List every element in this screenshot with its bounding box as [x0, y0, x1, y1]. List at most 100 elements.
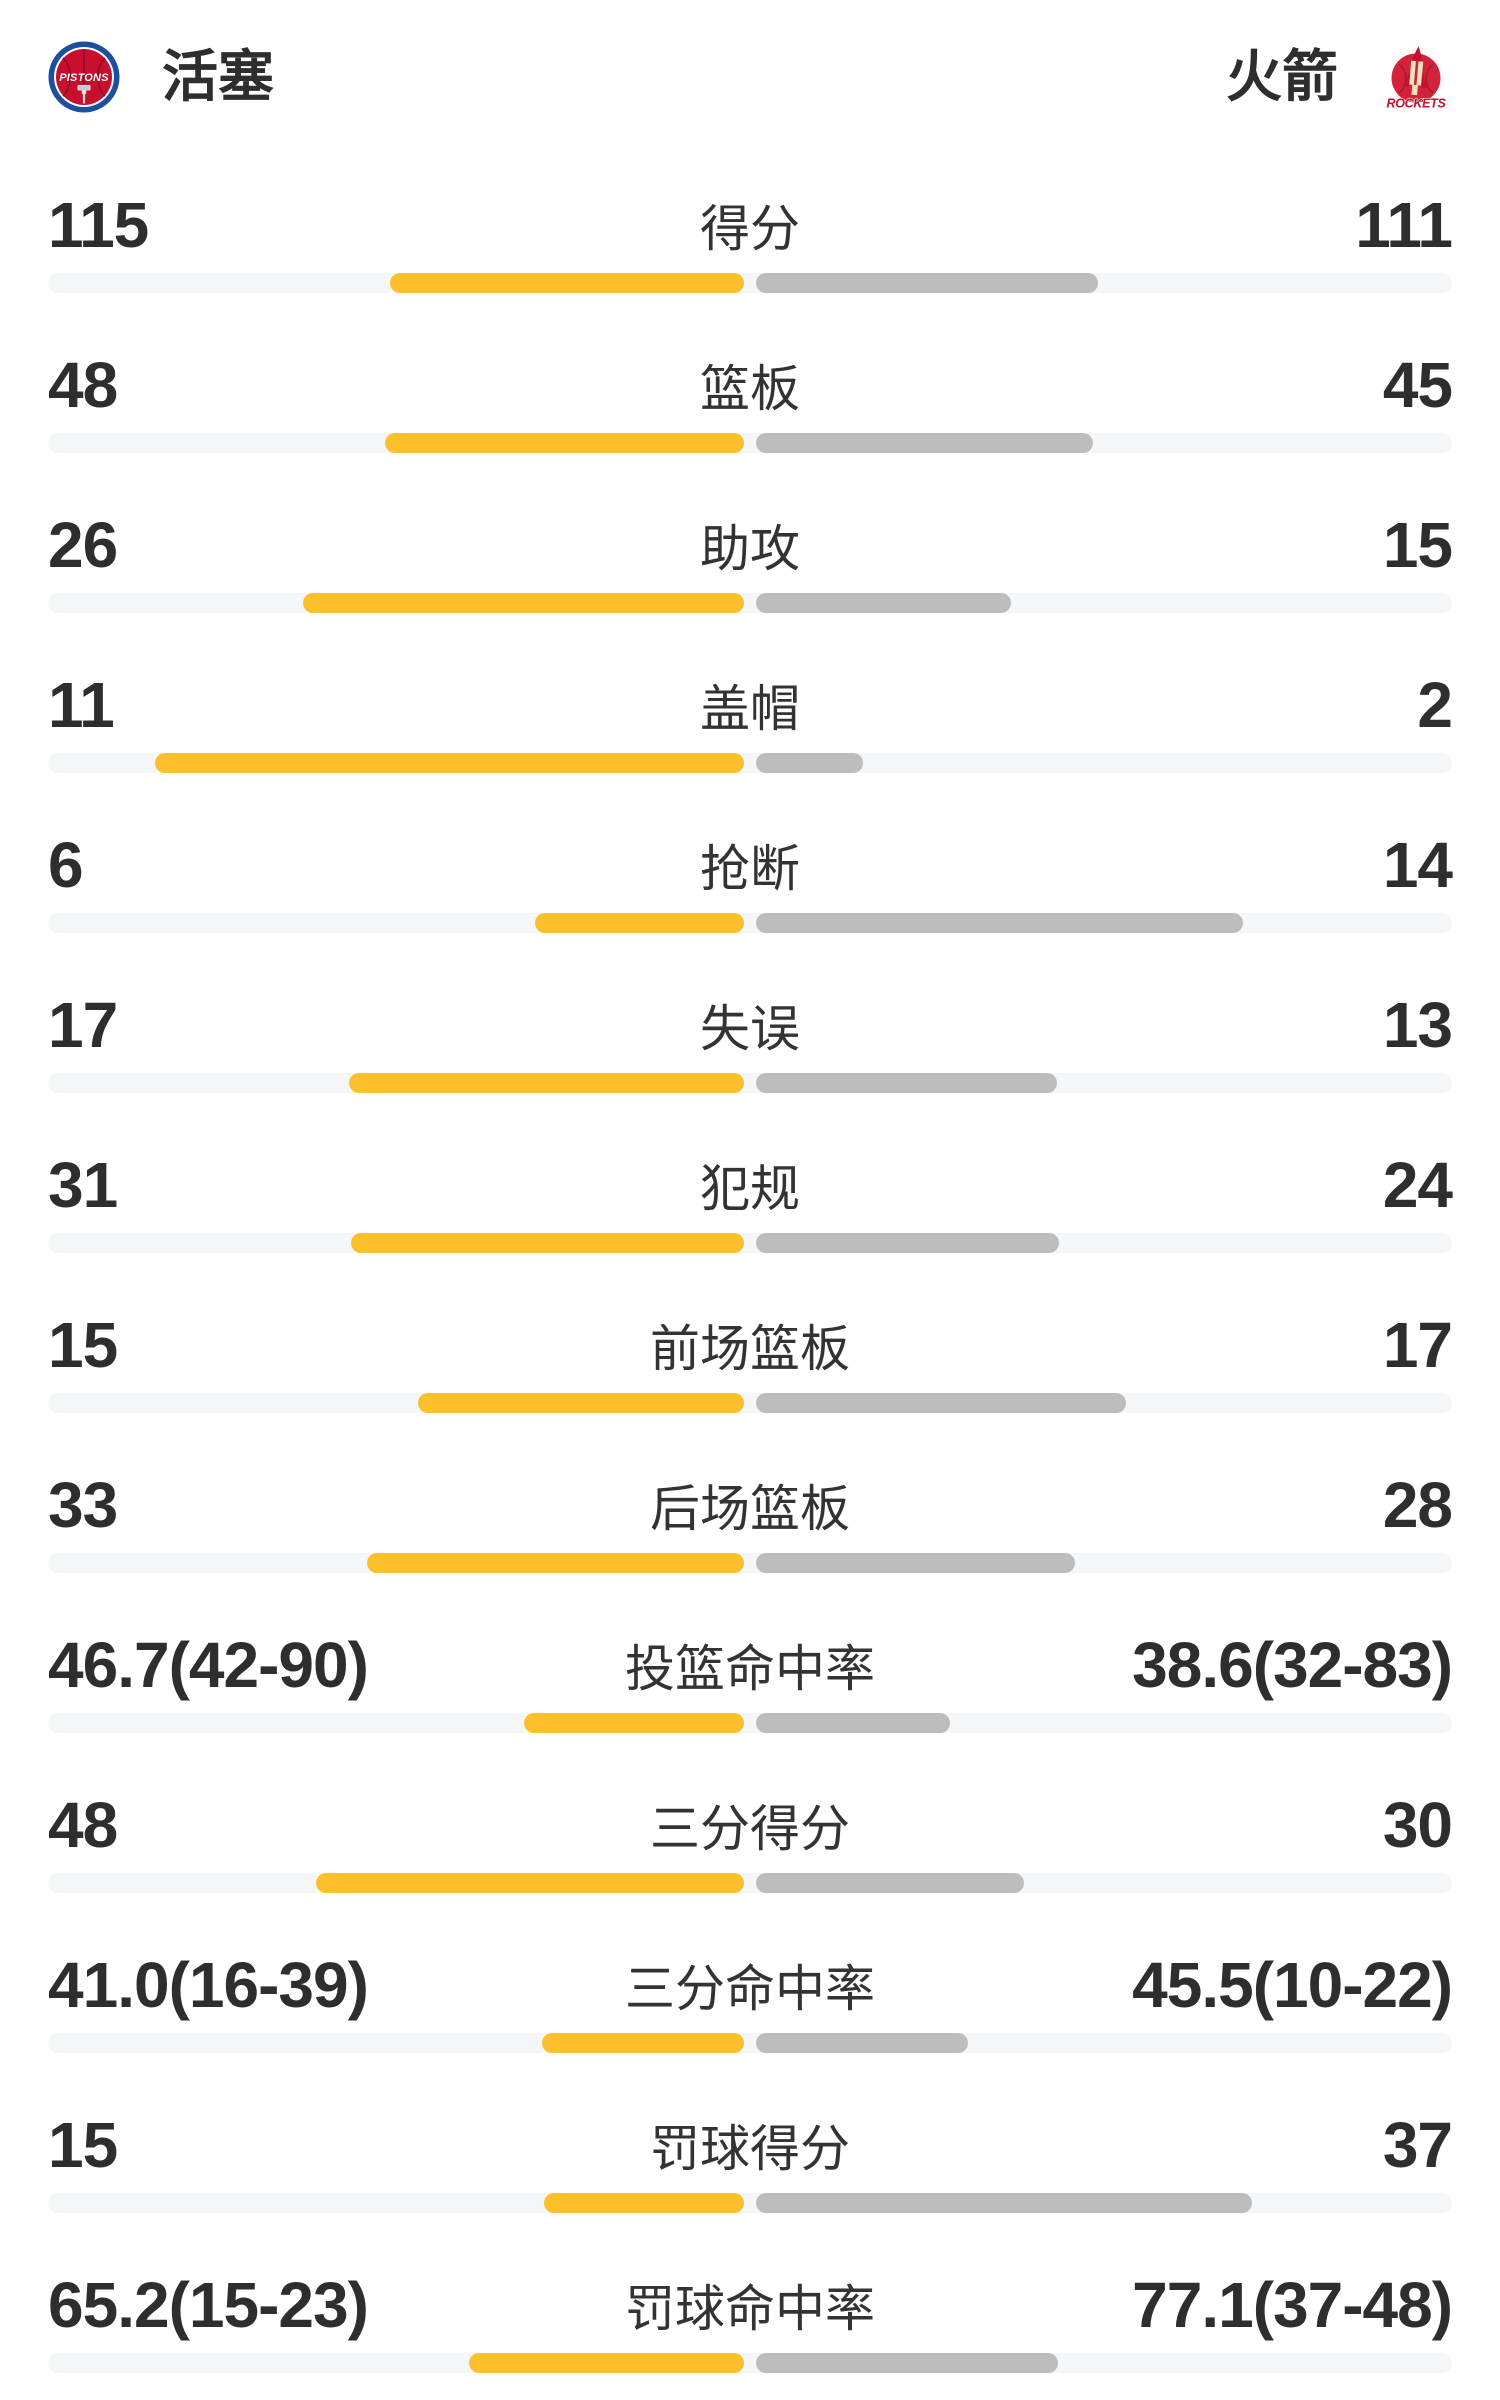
stat-label: 投篮命中率	[625, 1641, 875, 1697]
away-value: 15	[1382, 509, 1453, 581]
stat-label: 盖帽	[700, 681, 800, 737]
away-value: 45	[1382, 349, 1453, 421]
home-bar	[351, 1233, 744, 1253]
svg-text:ROCKETS: ROCKETS	[1386, 97, 1446, 111]
home-value: 11	[48, 669, 115, 741]
stat-row-line: 46.7(42-90) 投篮命中率 38.6(32-83)	[48, 1629, 1453, 1701]
bar-track	[48, 1393, 1452, 1413]
away-value: 38.6(32-83)	[1132, 1629, 1453, 1701]
bar-track	[48, 593, 1452, 613]
home-value: 115	[48, 189, 149, 261]
home-team: PISTONS 活塞	[48, 41, 274, 113]
stat-row: 115 得分 111	[48, 189, 1453, 293]
away-bar	[756, 1713, 950, 1733]
stat-row-line: 65.2(15-23) 罚球命中率 77.1(37-48)	[48, 2269, 1453, 2341]
home-value: 15	[48, 2109, 118, 2181]
stat-row: 26 助攻 15	[48, 509, 1453, 613]
stat-row-line: 48 篮板 45	[48, 349, 1453, 421]
away-bar	[756, 2193, 1252, 2213]
stat-label: 罚球得分	[650, 2121, 850, 2177]
home-value: 31	[48, 1149, 118, 1221]
svg-text:PISTONS: PISTONS	[59, 72, 109, 84]
stat-label: 助攻	[700, 521, 800, 577]
bar-track	[48, 1073, 1452, 1093]
home-value: 65.2(15-23)	[48, 2269, 369, 2341]
stat-row: 11 盖帽 2	[48, 669, 1453, 773]
home-bar	[544, 2193, 744, 2213]
home-bar	[469, 2353, 744, 2373]
stat-row: 46.7(42-90) 投篮命中率 38.6(32-83)	[48, 1629, 1453, 1733]
stat-row: 33 后场篮板 28	[48, 1469, 1453, 1573]
home-bar	[385, 433, 744, 453]
stat-row-line: 48 三分得分 30	[48, 1789, 1453, 1861]
away-bar	[756, 2033, 968, 2053]
away-bar	[756, 1873, 1024, 1893]
home-bar	[367, 1553, 744, 1573]
stat-row-line: 33 后场篮板 28	[48, 1469, 1453, 1541]
home-bar	[390, 273, 744, 293]
home-value: 48	[48, 1789, 118, 1861]
away-value: 24	[1382, 1149, 1453, 1221]
stat-label: 后场篮板	[650, 1481, 850, 1537]
home-bar	[155, 753, 744, 773]
away-bar	[756, 2353, 1058, 2373]
stat-row-line: 15 罚球得分 37	[48, 2109, 1453, 2181]
bar-track	[48, 913, 1452, 933]
away-bar	[756, 753, 863, 773]
stat-row-line: 31 犯规 24	[48, 1149, 1453, 1221]
away-bar	[756, 1233, 1059, 1253]
stat-label: 三分得分	[650, 1801, 850, 1857]
bar-track	[48, 433, 1452, 453]
stat-row: 65.2(15-23) 罚球命中率 77.1(37-48)	[48, 2269, 1453, 2373]
home-value: 48	[48, 349, 118, 421]
stat-row: 6 抢断 14	[48, 829, 1453, 933]
away-bar	[756, 1393, 1126, 1413]
stat-row: 15 前场篮板 17	[48, 1309, 1453, 1413]
bar-track	[48, 1233, 1452, 1253]
stat-row: 31 犯规 24	[48, 1149, 1453, 1253]
home-team-name: 活塞	[162, 45, 274, 108]
away-value: 2	[1417, 669, 1453, 741]
home-value: 15	[48, 1309, 118, 1381]
home-bar	[303, 593, 744, 613]
away-value: 111	[1355, 189, 1453, 261]
home-value: 26	[48, 509, 118, 581]
stat-label: 犯规	[700, 1161, 800, 1217]
stat-label: 得分	[700, 201, 800, 257]
stat-label: 罚球命中率	[625, 2281, 875, 2337]
away-bar	[756, 433, 1093, 453]
away-value: 37	[1382, 2109, 1453, 2181]
stat-row: 17 失误 13	[48, 989, 1453, 1093]
home-value: 17	[48, 989, 118, 1061]
stat-row-line: 41.0(16-39) 三分命中率 45.5(10-22)	[48, 1949, 1453, 2021]
stat-row-line: 26 助攻 15	[48, 509, 1453, 581]
away-value: 45.5(10-22)	[1132, 1949, 1453, 2021]
home-value: 46.7(42-90)	[48, 1629, 369, 1701]
away-bar	[756, 1553, 1075, 1573]
stat-row-line: 6 抢断 14	[48, 829, 1453, 901]
stat-row-line: 11 盖帽 2	[48, 669, 1453, 741]
home-bar	[524, 1713, 744, 1733]
bar-track	[48, 2033, 1452, 2053]
stat-label: 抢断	[700, 841, 800, 897]
away-bar	[756, 273, 1098, 293]
stat-row-line: 115 得分 111	[48, 189, 1453, 261]
away-value: 14	[1382, 829, 1453, 901]
away-bar	[756, 913, 1243, 933]
rockets-logo: ROCKETS	[1386, 46, 1447, 111]
pistons-logo: PISTONS	[48, 41, 120, 113]
home-bar	[349, 1073, 744, 1093]
stat-label: 三分命中率	[625, 1961, 875, 2017]
stat-row-line: 15 前场篮板 17	[48, 1309, 1453, 1381]
stat-row: 48 篮板 45	[48, 349, 1453, 453]
home-bar	[535, 913, 744, 933]
stat-row: 15 罚球得分 37	[48, 2109, 1453, 2213]
away-value: 13	[1382, 989, 1453, 1061]
bar-track	[48, 2193, 1452, 2213]
home-bar	[316, 1873, 744, 1893]
bar-track	[48, 1713, 1452, 1733]
header: PISTONS 活塞 火箭	[48, 41, 1452, 113]
stat-row: 48 三分得分 30	[48, 1789, 1453, 1893]
away-value: 30	[1382, 1789, 1453, 1861]
